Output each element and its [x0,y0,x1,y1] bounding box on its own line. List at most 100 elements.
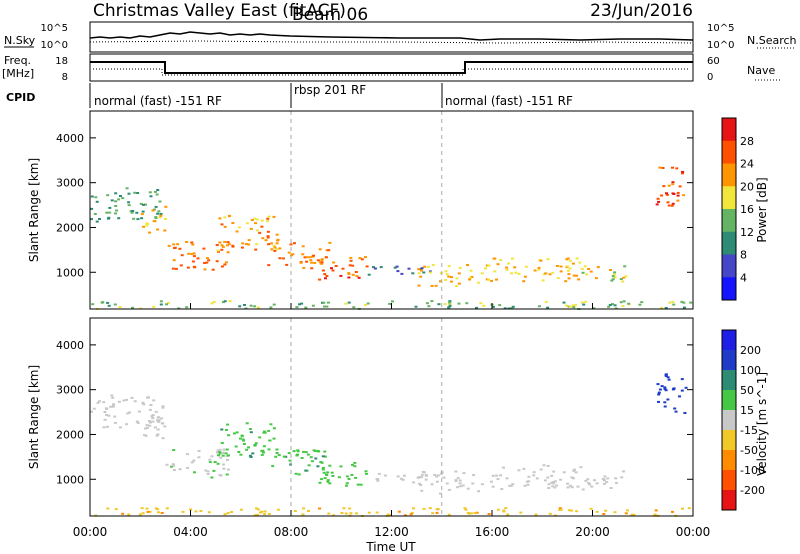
power-cell-2 [224,261,228,264]
power-cell-7 [417,268,421,271]
velocity-cell-10 [683,412,687,414]
velocity-cell-2 [210,476,214,479]
power-cell-5 [357,276,361,279]
velocity-cell-3 [251,452,255,455]
power-cell-3 [267,243,271,246]
velocity-cell-11 [156,508,160,511]
power-panel: 1000 2000 3000 4000 [56,111,694,310]
power-ytick-label-1: 2000 [56,221,84,234]
velocity-cell-7 [435,480,439,483]
velocity-cell-10 [657,393,661,396]
velocity-cell-3 [245,422,249,425]
velocity-cell-7 [491,485,495,488]
velocity-cell-7 [442,476,446,479]
power-cell-11 [430,300,434,303]
velocity-cell-9 [595,482,599,485]
velocity-cell-8 [495,474,499,477]
velocity-cell-11 [559,508,563,511]
velocity-cell-3 [225,429,228,431]
velocity-cell-8 [527,475,531,478]
power-cell-10 [657,200,661,203]
velocity-cell-0 [111,396,115,399]
power-cell-11 [391,300,394,303]
velocity-cell-2 [197,449,201,452]
velocity-cell-2 [216,462,220,465]
velocity-cell-0 [148,420,152,422]
power-cell-3 [258,231,262,234]
velocity-cell-4 [306,453,310,456]
velocity-cell-4 [304,451,308,454]
power-cell-10 [670,204,674,207]
power-cell-11 [640,301,644,304]
power-cell-4 [301,253,305,256]
power-cell-0 [149,195,153,198]
velocity-cell-7 [461,484,465,487]
velocity-cell-9 [601,478,605,481]
velocity-cell-3 [239,453,243,456]
velocity-cell-11 [567,509,571,512]
freq-unit-label: [MHz] [2,67,34,80]
velocity-cell-11 [548,512,552,515]
velocity-swatch-0 [722,330,736,351]
power-cell-11 [465,302,469,305]
power-cell-9 [596,266,600,269]
velocity-cell-7 [459,485,463,488]
velocity-cell-11 [469,512,473,515]
velocity-cell-9 [614,477,618,480]
velocity-cell-7 [462,472,466,475]
power-cell-8 [551,271,555,274]
velocity-cell-5 [320,461,324,464]
power-cell-0 [110,199,114,202]
power-cell-4 [305,260,309,263]
x-tick-label-5: 20:00 [575,525,610,539]
power-cell-11 [689,301,693,304]
velocity-cell-1 [156,428,160,431]
velocity-cell-8 [517,469,521,472]
power-y-label: Slant Range [km] [27,158,41,262]
velocity-cell-0 [90,410,93,413]
power-cell-8 [567,273,571,276]
power-cell-2 [192,255,196,258]
power-cell-4 [320,259,324,262]
power-cell-0 [115,209,119,212]
power-cell-2 [220,265,224,268]
power-cell-0 [139,202,143,205]
power-cell-10 [671,183,675,186]
power-cell-2 [226,251,230,254]
power-cell-8 [523,275,527,278]
velocity-cell-7 [445,482,449,485]
power-cell-0 [157,210,161,213]
velocity-cell-8 [553,486,557,489]
velocity-cell-4 [274,455,278,458]
velocity-cell-3 [234,445,238,448]
power-cell-11 [546,306,550,309]
power-cell-10 [671,166,674,169]
power-cell-1 [148,231,152,234]
velocity-cell-4 [309,456,313,459]
velocity-cell-5 [328,482,332,485]
velocity-cell-11 [267,513,271,515]
velocity-cell-11 [348,507,352,510]
velocity-cell-6 [376,478,380,481]
velocity-cell-11 [367,511,371,514]
power-cell-3 [253,217,257,220]
power-cell-4 [303,256,307,259]
velocity-cell-2 [215,451,219,454]
power-cell-9 [613,271,617,274]
velocity-cell-2 [171,463,175,466]
power-cell-6 [407,267,411,270]
velocity-cell-7 [456,477,460,480]
power-ytick-label-2: 3000 [56,177,84,190]
power-cell-11 [621,305,625,307]
power-cell-11 [607,305,611,308]
velocity-cell-11 [496,508,500,511]
power-cell-11 [638,303,642,306]
x-axis-label: Time UT [365,540,416,554]
power-cell-7 [457,282,461,285]
velocity-cell-3 [245,448,249,451]
power-cell-11 [272,303,276,306]
velocity-cell-0 [151,417,155,420]
power-cell-9 [589,270,593,273]
power-cell-11 [572,306,576,309]
